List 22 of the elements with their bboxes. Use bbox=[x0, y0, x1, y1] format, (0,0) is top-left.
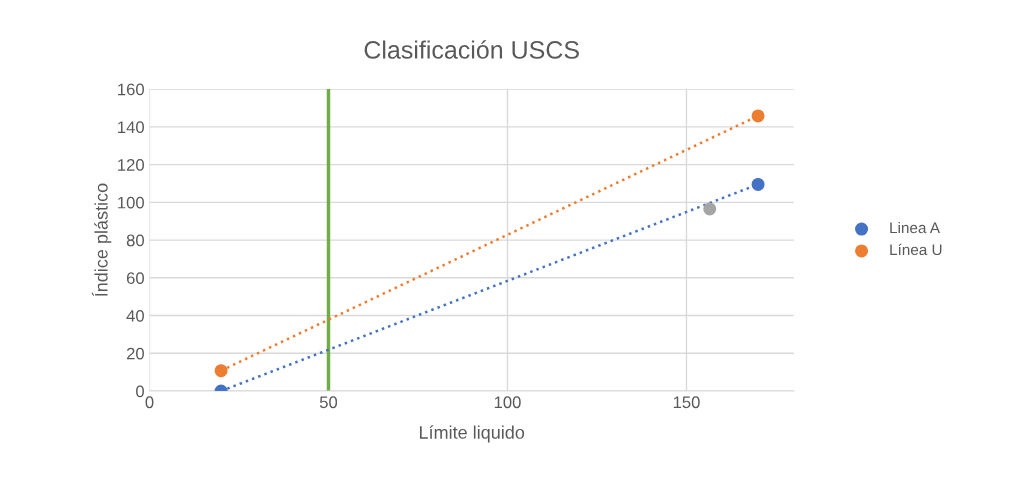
x-axis-title: Límite liquido bbox=[419, 425, 525, 443]
y-tick-label: 80 bbox=[126, 234, 144, 247]
y-tick-label: 20 bbox=[126, 347, 144, 360]
x-tick-label: 0 bbox=[145, 396, 154, 409]
y-axis-title: Índice plástico bbox=[91, 183, 112, 297]
y-tick-label: 0 bbox=[136, 385, 144, 398]
y-tick-label: 140 bbox=[118, 121, 144, 134]
point bbox=[703, 202, 717, 216]
x-tick-label: 50 bbox=[319, 396, 338, 409]
legend-label: Línea U bbox=[890, 243, 942, 256]
y-tick-label: 60 bbox=[126, 272, 144, 285]
x-tick-label: 150 bbox=[673, 396, 700, 409]
point bbox=[751, 109, 765, 123]
y-tick-label: 40 bbox=[126, 309, 144, 322]
x-tick-label: 100 bbox=[494, 396, 521, 409]
legend-label: Linea A bbox=[890, 222, 941, 234]
point bbox=[751, 177, 765, 191]
y-tick-label: 100 bbox=[118, 196, 144, 209]
chart-title: Clasificación USCS bbox=[364, 40, 579, 59]
y-tick-label: 160 bbox=[118, 83, 144, 96]
point bbox=[214, 364, 228, 378]
y-tick-label: 120 bbox=[118, 158, 144, 171]
